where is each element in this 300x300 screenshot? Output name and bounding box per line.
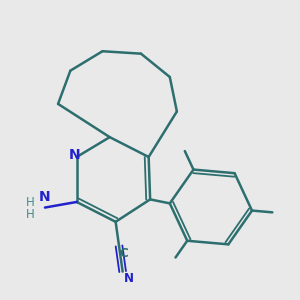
Text: C: C <box>120 247 129 260</box>
Text: N: N <box>39 190 51 204</box>
Text: H: H <box>26 196 34 208</box>
Text: N: N <box>123 272 134 285</box>
Text: H: H <box>26 208 34 221</box>
Text: N: N <box>68 148 80 162</box>
